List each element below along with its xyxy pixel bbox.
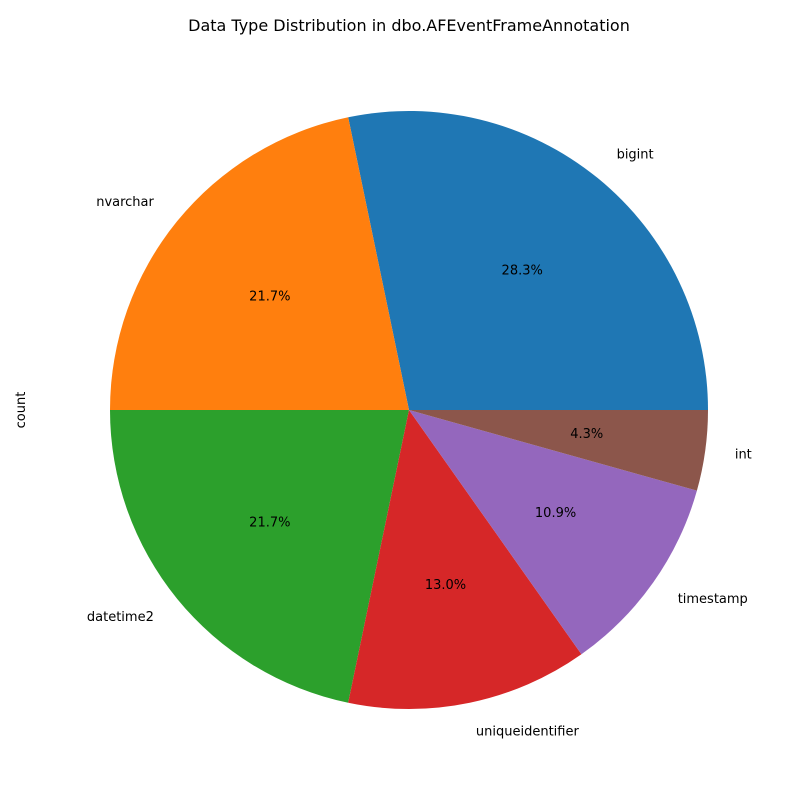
- pie-slice-bigint: [348, 111, 708, 410]
- slice-label-nvarchar: nvarchar: [96, 195, 154, 210]
- pie-slice-uniqueidentifier: [348, 410, 582, 709]
- slice-label-datetime2: datetime2: [87, 610, 154, 625]
- pct-label-uniqueidentifier: 13.0%: [425, 578, 466, 593]
- pct-label-nvarchar: 21.7%: [249, 289, 290, 304]
- y-axis-label: count: [14, 392, 29, 429]
- pie-labels: bigint 28.3% nvarchar 21.7% datetime2 21.7% un…: [87, 147, 752, 739]
- pie-slice-datetime2: [110, 410, 409, 703]
- pie-slice-int: [409, 410, 708, 491]
- slice-label-uniqueidentifier: uniqueidentifier: [476, 725, 580, 740]
- pct-label-bigint: 28.3%: [502, 263, 543, 278]
- chart-title: Data Type Distribution in dbo.AFEventFra…: [188, 16, 630, 35]
- pie-slices: [110, 111, 708, 709]
- pct-label-datetime2: 21.7%: [249, 516, 290, 531]
- pie-slice-nvarchar: [110, 117, 409, 411]
- pie-slice-timestamp: [409, 410, 697, 655]
- pct-label-timestamp: 10.9%: [535, 506, 576, 521]
- slice-label-bigint: bigint: [617, 147, 654, 162]
- slice-label-timestamp: timestamp: [678, 592, 748, 607]
- slice-label-int: int: [735, 447, 752, 462]
- pct-label-int: 4.3%: [570, 427, 603, 442]
